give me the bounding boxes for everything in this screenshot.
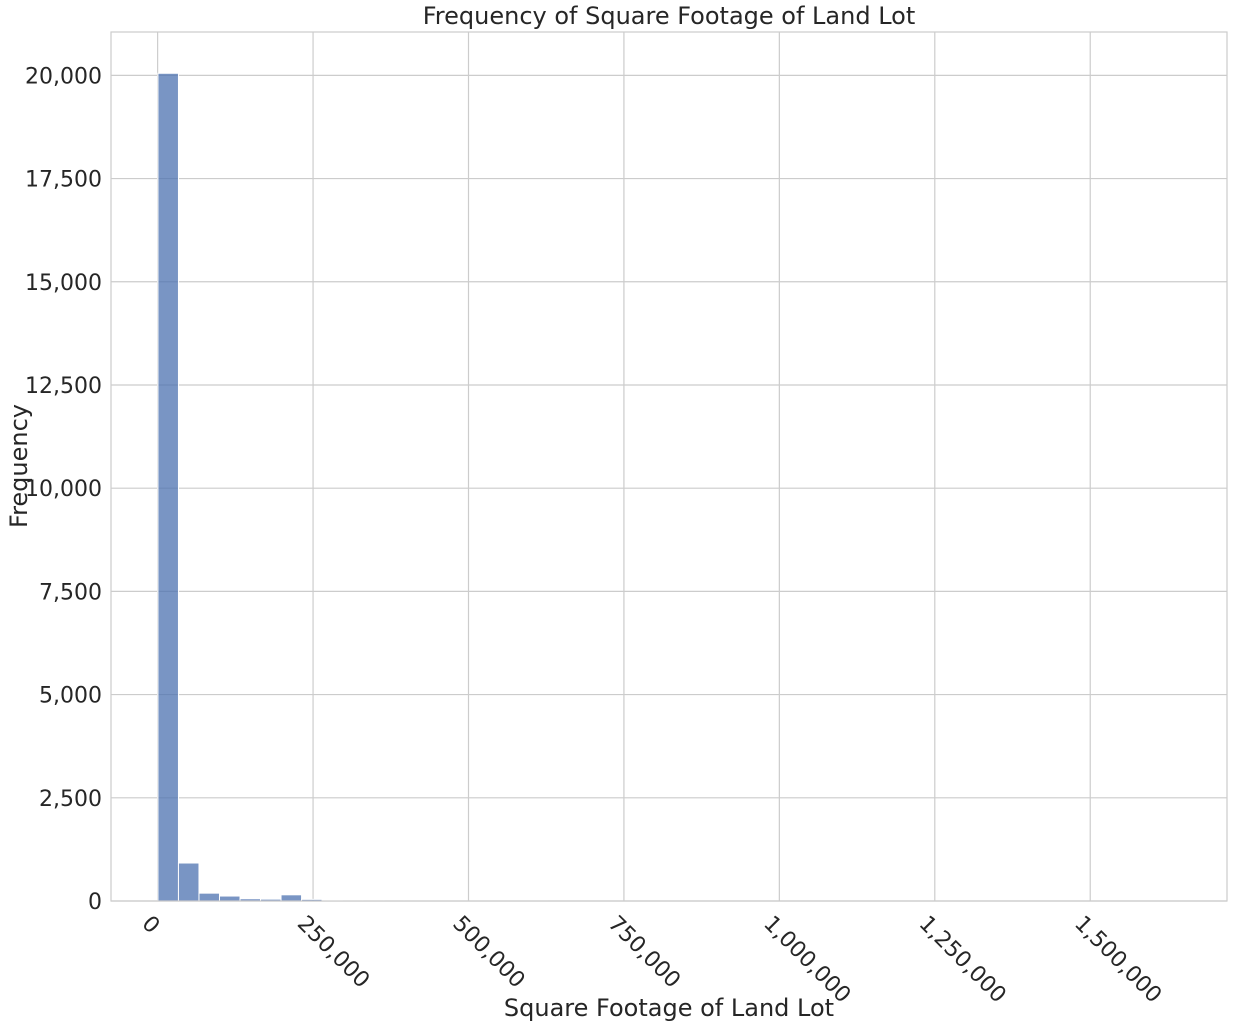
histogram-bar-6 [280,894,303,902]
bars [157,72,549,902]
plot-frame [110,31,1228,902]
y-tick-label-7: 17,500 [25,168,102,193]
y-tick-label-5: 12,500 [25,374,102,399]
x-axis-label: Square Footage of Land Lot [504,994,834,1022]
histogram-bar-0 [157,72,179,902]
y-tick-label-6: 15,000 [25,271,102,296]
x-tick-label-5: 1,250,000 [914,911,1011,1008]
y-tick-label-4: 10,000 [25,477,102,502]
y-axis-ticks: 0 2,500 5,000 7,500 10,000 12,500 15,000 17,500… [25,64,102,915]
x-tick-label-1: 250,000 [292,911,374,993]
histogram-bar-2 [198,892,220,902]
histogram-bar-3 [218,895,241,902]
y-tick-label-8: 20,000 [25,64,102,89]
grid [111,32,1227,902]
y-tick-label-0: 0 [88,890,102,915]
x-tick-label-0: 0 [137,911,165,939]
chart-title: Frequency of Square Footage of Land Lot [423,2,916,30]
y-tick-label-1: 2,500 [39,787,102,812]
y-tick-label-2: 5,000 [39,684,102,709]
x-tick-label-3: 750,000 [603,911,685,993]
x-tick-label-6: 1,500,000 [1069,911,1166,1008]
x-tick-label-2: 500,000 [448,911,530,993]
histogram-bar-1 [177,862,200,902]
y-axis-label: Frequency [5,404,33,528]
y-tick-label-3: 7,500 [39,580,102,605]
